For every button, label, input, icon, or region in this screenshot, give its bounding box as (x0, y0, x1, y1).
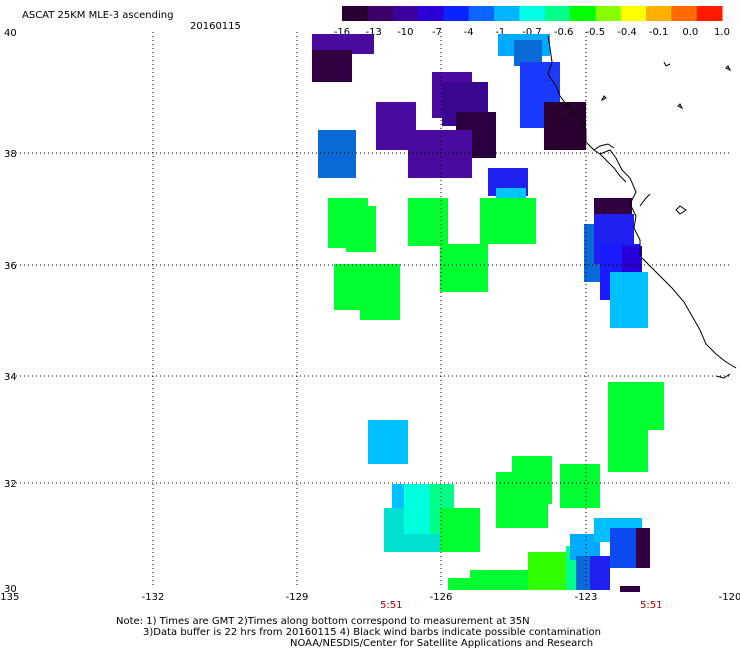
longitude-label: -129 (286, 592, 309, 603)
color-scale-bar (342, 6, 723, 21)
color-scale-swatch (468, 6, 495, 21)
swath-cell (440, 508, 480, 552)
color-scale-label: -4 (464, 27, 474, 38)
color-scale-label: 1.0 (714, 27, 730, 38)
latitude-label: 32 (4, 479, 17, 490)
swath-cell (440, 244, 488, 292)
swath-cell (544, 102, 586, 150)
color-scale-label: -0.6 (554, 27, 574, 38)
color-scale-swatch (544, 6, 571, 21)
swath-cell (346, 206, 376, 252)
color-scale-label: -10 (397, 27, 413, 38)
latitude-label: 34 (4, 372, 17, 383)
color-scale-swatch (443, 6, 470, 21)
swath-cell (560, 464, 600, 508)
longitude-label: -126 (430, 592, 453, 603)
color-scale-swatch (671, 6, 698, 21)
swath-cell (312, 50, 352, 82)
latitude-label: 36 (4, 261, 17, 272)
longitude-label: -132 (142, 592, 165, 603)
swath-cell (636, 528, 650, 568)
color-scale-swatch (570, 6, 596, 21)
color-scale-swatch (646, 6, 672, 21)
swath-cell (610, 272, 648, 328)
swath-cell (514, 40, 542, 66)
color-scale-label: -7 (432, 27, 442, 38)
note-line-3: NOAA/NESDIS/Center for Satellite Applica… (290, 638, 594, 649)
color-scale-label: -1 (495, 27, 505, 38)
color-scale-swatch (392, 6, 419, 21)
swath-cell (404, 484, 434, 534)
swath-cell (528, 552, 572, 590)
pass-time-2: 5:51 (640, 600, 662, 611)
product-title: ASCAT 25KM MLE-3 ascending (22, 10, 173, 21)
swath-cell (368, 420, 408, 464)
color-scale-swatch (418, 6, 444, 21)
color-scale-label: -0.7 (522, 27, 542, 38)
color-scale-label: 0.0 (682, 27, 698, 38)
swath-cell (318, 130, 356, 178)
latitude-label: 30 (4, 584, 17, 595)
latitude-label: 38 (4, 149, 17, 160)
note-line-1: Note: 1) Times are GMT 2)Times along bot… (116, 616, 530, 627)
axis-labels: -135 -132 -129 -126 -123 -120 40 38 36 34 32 30 (0, 28, 740, 603)
pass-time-1: 5:51 (380, 600, 402, 611)
color-scale-label: -16 (334, 27, 350, 38)
note-line-2: 3)Data buffer is 22 hrs from 20160115 4)… (143, 627, 601, 638)
longitude-label: -120 (719, 592, 740, 603)
swath-cell (496, 472, 548, 528)
color-scale-swatch (494, 6, 520, 21)
color-scale-swatch (620, 6, 647, 21)
latitude-label: 40 (4, 28, 17, 39)
swath-cell (608, 420, 648, 472)
longitude-label: -135 (0, 592, 19, 603)
wind-swath-cells (312, 34, 664, 592)
swath-cell (360, 284, 400, 320)
color-scale-swatch (342, 6, 368, 21)
color-scale-label: -13 (365, 27, 381, 38)
color-scale-swatch (595, 6, 622, 21)
swath-cell (590, 556, 610, 590)
swath-cell (622, 246, 642, 272)
color-scale-swatch (367, 6, 394, 21)
color-scale-labels: -16 -13 -10 -7 -4 -1 -0.7 -0.6 -0.5 -0.4 -0.1 0.0 1.… (334, 27, 730, 38)
color-scale-label: -0.5 (586, 27, 606, 38)
swath-cell (470, 570, 530, 590)
swath-cell (408, 198, 448, 246)
graticule (8, 32, 730, 588)
color-scale-label: -0.4 (617, 27, 637, 38)
swath-cell (312, 34, 374, 54)
coastline (547, 35, 737, 379)
color-scale-label: -0.1 (649, 27, 669, 38)
product-date: 20160115 (190, 21, 241, 32)
longitude-label: -123 (575, 592, 598, 603)
color-scale-swatch (696, 6, 723, 21)
swath-cell (408, 130, 472, 178)
color-scale-swatch (519, 6, 546, 21)
swath-cell (620, 586, 640, 592)
swath-cell (480, 198, 536, 244)
